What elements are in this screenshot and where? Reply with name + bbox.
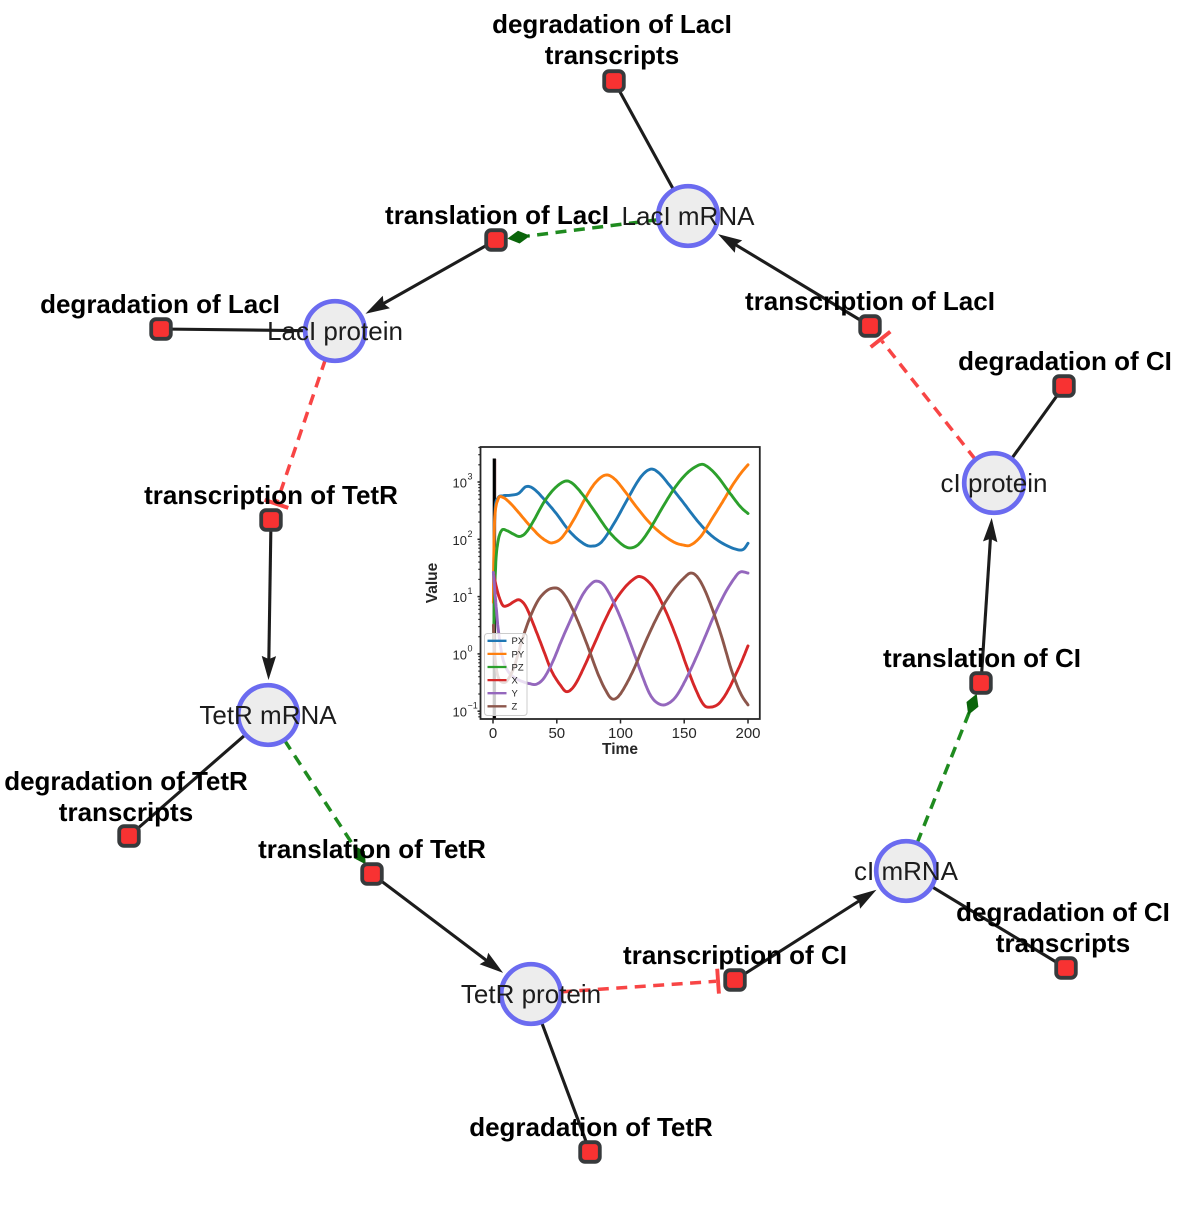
svg-text:PX: PX	[512, 636, 525, 647]
svg-text:degradation of TetR: degradation of TetR	[469, 1112, 713, 1142]
svg-text:−1: −1	[468, 701, 478, 711]
svg-text:degradation of LacI: degradation of LacI	[492, 9, 732, 39]
svg-text:0: 0	[468, 643, 473, 653]
svg-text:10: 10	[453, 533, 467, 548]
svg-text:10: 10	[453, 705, 467, 720]
svg-text:transcripts: transcripts	[545, 40, 679, 70]
svg-text:1: 1	[468, 586, 473, 596]
svg-text:translation of CI: translation of CI	[883, 643, 1081, 673]
svg-text:PY: PY	[512, 649, 525, 660]
svg-text:TetR mRNA: TetR mRNA	[199, 700, 337, 730]
svg-text:Time: Time	[602, 741, 638, 758]
svg-text:LacI protein: LacI protein	[267, 316, 403, 346]
svg-text:degradation of CI: degradation of CI	[958, 346, 1172, 376]
svg-text:X: X	[512, 676, 519, 687]
svg-text:LacI mRNA: LacI mRNA	[622, 201, 756, 231]
svg-text:degradation of TetR: degradation of TetR	[4, 766, 248, 796]
svg-text:Value: Value	[424, 562, 441, 603]
svg-text:cI mRNA: cI mRNA	[854, 856, 959, 886]
svg-text:transcription of TetR: transcription of TetR	[144, 480, 398, 510]
svg-text:translation of TetR: translation of TetR	[258, 834, 486, 864]
svg-text:translation of LacI: translation of LacI	[385, 200, 609, 230]
svg-text:TetR protein: TetR protein	[461, 979, 601, 1009]
svg-text:10: 10	[453, 476, 467, 491]
svg-text:150: 150	[672, 725, 697, 742]
svg-text:transcription of CI: transcription of CI	[623, 940, 847, 970]
svg-text:200: 200	[735, 725, 760, 742]
svg-text:Y: Y	[512, 689, 519, 700]
svg-text:degradation of CI: degradation of CI	[956, 897, 1170, 927]
svg-text:2: 2	[468, 529, 473, 539]
svg-text:0: 0	[489, 725, 497, 742]
svg-text:50: 50	[548, 725, 565, 742]
svg-text:10: 10	[453, 647, 467, 662]
svg-text:degradation of LacI: degradation of LacI	[40, 289, 280, 319]
svg-text:100: 100	[608, 725, 633, 742]
svg-text:transcription of LacI: transcription of LacI	[745, 286, 995, 316]
svg-text:cI protein: cI protein	[941, 468, 1048, 498]
svg-text:transcripts: transcripts	[59, 797, 193, 827]
svg-text:PZ: PZ	[512, 662, 524, 673]
svg-text:10: 10	[453, 590, 467, 605]
svg-text:3: 3	[468, 472, 473, 482]
svg-text:transcripts: transcripts	[996, 928, 1130, 958]
svg-text:Z: Z	[512, 702, 518, 713]
